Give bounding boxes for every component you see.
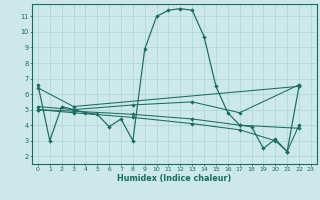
- X-axis label: Humidex (Indice chaleur): Humidex (Indice chaleur): [117, 174, 232, 183]
